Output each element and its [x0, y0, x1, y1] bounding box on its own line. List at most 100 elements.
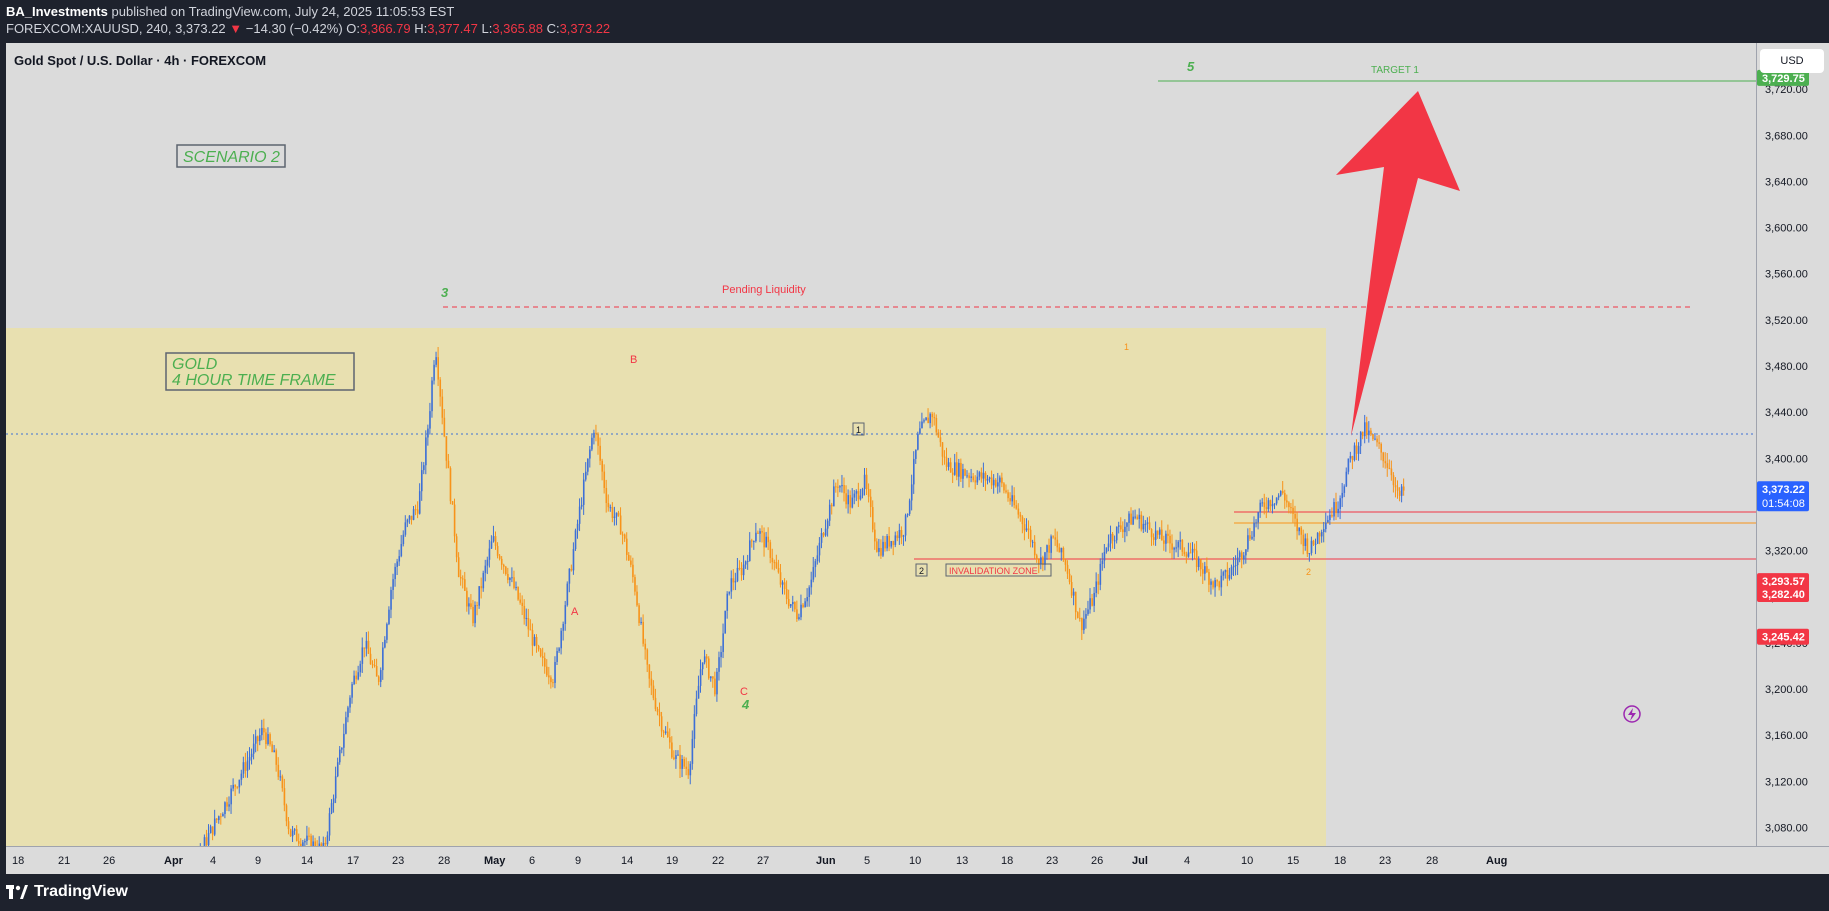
- candle-body: [568, 568, 571, 584]
- candle-body: [1349, 456, 1352, 459]
- candle-body: [1029, 529, 1032, 542]
- lightning-icon[interactable]: [1623, 705, 1641, 723]
- y-tick-label: 3,120.00: [1765, 776, 1808, 788]
- candle-body: [1095, 581, 1098, 593]
- candle-body: [1398, 490, 1401, 496]
- candle-body: [759, 531, 761, 534]
- candle-body: [755, 532, 757, 542]
- candle-body: [929, 413, 931, 424]
- candle-body: [947, 462, 950, 467]
- candle-body: [769, 542, 772, 558]
- candle-body: [964, 469, 966, 476]
- countdown-label: 01:54:08: [1762, 498, 1805, 510]
- candle-body: [211, 826, 214, 835]
- price-axis[interactable]: 3,720.00 3,680.00 3,640.00 3,600.00 3,560.00…: [1756, 43, 1829, 846]
- candle-body: [697, 685, 700, 699]
- candle-body: [880, 547, 882, 556]
- candle-body: [937, 432, 940, 438]
- candle-body: [1066, 564, 1069, 574]
- chart-pane[interactable]: Pending Liquidity TARGET 1 SCENARIO 2 GO…: [6, 43, 1756, 846]
- candle-body: [828, 504, 831, 521]
- candle-body: [373, 665, 376, 667]
- candle-body: [1355, 445, 1358, 454]
- wave-c-label: C: [740, 686, 748, 698]
- candle-body: [900, 529, 903, 537]
- candle-body: [457, 557, 460, 577]
- candle-body: [488, 548, 491, 560]
- candle-body: [642, 621, 644, 644]
- candle-body: [892, 541, 895, 545]
- author-name[interactable]: BA_Investments: [6, 4, 108, 19]
- scenario-box[interactable]: [176, 144, 286, 168]
- candle-body: [1351, 456, 1354, 460]
- candle-body: [1179, 539, 1182, 542]
- x-tick-label: 22: [712, 855, 724, 867]
- analysis-zone: [6, 328, 1326, 846]
- price-axis-scale: 3,720.00 3,680.00 3,640.00 3,600.00 3,560.00…: [1757, 69, 1809, 835]
- candle-body: [1163, 540, 1165, 544]
- candle-body: [847, 495, 849, 505]
- candle-body: [289, 829, 292, 837]
- candle-body: [1189, 552, 1192, 554]
- candle-body: [527, 617, 530, 630]
- candle-body: [472, 606, 474, 624]
- candle-body: [1402, 486, 1405, 491]
- y-tick-label: 3,160.00: [1765, 730, 1808, 742]
- candle-body: [1148, 522, 1151, 530]
- candle-body: [377, 676, 380, 682]
- candle-body: [851, 497, 854, 508]
- candle-body: [1284, 493, 1286, 501]
- candle-body: [578, 506, 581, 524]
- candle-body: [425, 437, 427, 466]
- candle-body: [1343, 486, 1346, 493]
- x-tick-label: Jul: [1132, 855, 1148, 867]
- candle-body: [273, 750, 275, 753]
- candle-body: [1210, 581, 1212, 585]
- candle-body: [730, 578, 733, 592]
- candle-body: [740, 568, 743, 576]
- candle-body: [476, 604, 478, 606]
- symbol-info: FOREXCOM:XAUUSD, 240: [6, 21, 168, 36]
- candle-body: [259, 735, 261, 742]
- candle-body: [763, 532, 765, 548]
- candle-body: [353, 675, 355, 685]
- candle-body: [1142, 523, 1145, 530]
- candle-body: [882, 541, 884, 556]
- candle-body: [1118, 525, 1120, 527]
- candle-body: [638, 605, 640, 624]
- gold-label: GOLD: [172, 356, 218, 373]
- candle-body: [222, 814, 224, 817]
- time-axis[interactable]: 18 21 26 Apr 4 9 14 17 23 28 May 6 9 14 19 22 27 Jun 5 10 13…: [6, 846, 1829, 875]
- candle-body: [1173, 547, 1175, 550]
- candle-body: [970, 476, 972, 478]
- price-chart[interactable]: Pending Liquidity TARGET 1 SCENARIO 2 GO…: [6, 43, 1756, 846]
- candle-body: [597, 433, 599, 446]
- y-tick-label: 3,520.00: [1765, 315, 1808, 327]
- candle-body: [1099, 563, 1102, 585]
- candle-body: [1314, 543, 1317, 545]
- candle-body: [822, 533, 825, 536]
- tradingview-logo[interactable]: TradingView: [6, 883, 128, 901]
- high-value: 3,377.47: [427, 21, 478, 36]
- candle-body: [1187, 552, 1190, 557]
- candle-body: [585, 471, 587, 480]
- x-tick-label: Apr: [164, 855, 184, 867]
- candle-body: [451, 501, 454, 505]
- candle-body: [496, 545, 499, 556]
- candle-body: [923, 420, 925, 422]
- currency-button[interactable]: USD: [1760, 49, 1824, 73]
- x-tick-label: 14: [301, 855, 313, 867]
- candle-body: [312, 841, 314, 846]
- candle-body: [441, 396, 444, 418]
- candle-body: [1394, 485, 1397, 488]
- candle-body: [1382, 452, 1385, 462]
- candle-body: [671, 742, 673, 758]
- candle-body: [1335, 502, 1337, 514]
- candle-body: [798, 617, 800, 619]
- candle-body: [945, 457, 948, 467]
- candle-body: [216, 818, 218, 821]
- candle-body: [1275, 497, 1278, 504]
- gold-timeframe-box[interactable]: [165, 352, 355, 391]
- candle-body: [931, 413, 934, 418]
- candle-body: [1247, 535, 1249, 550]
